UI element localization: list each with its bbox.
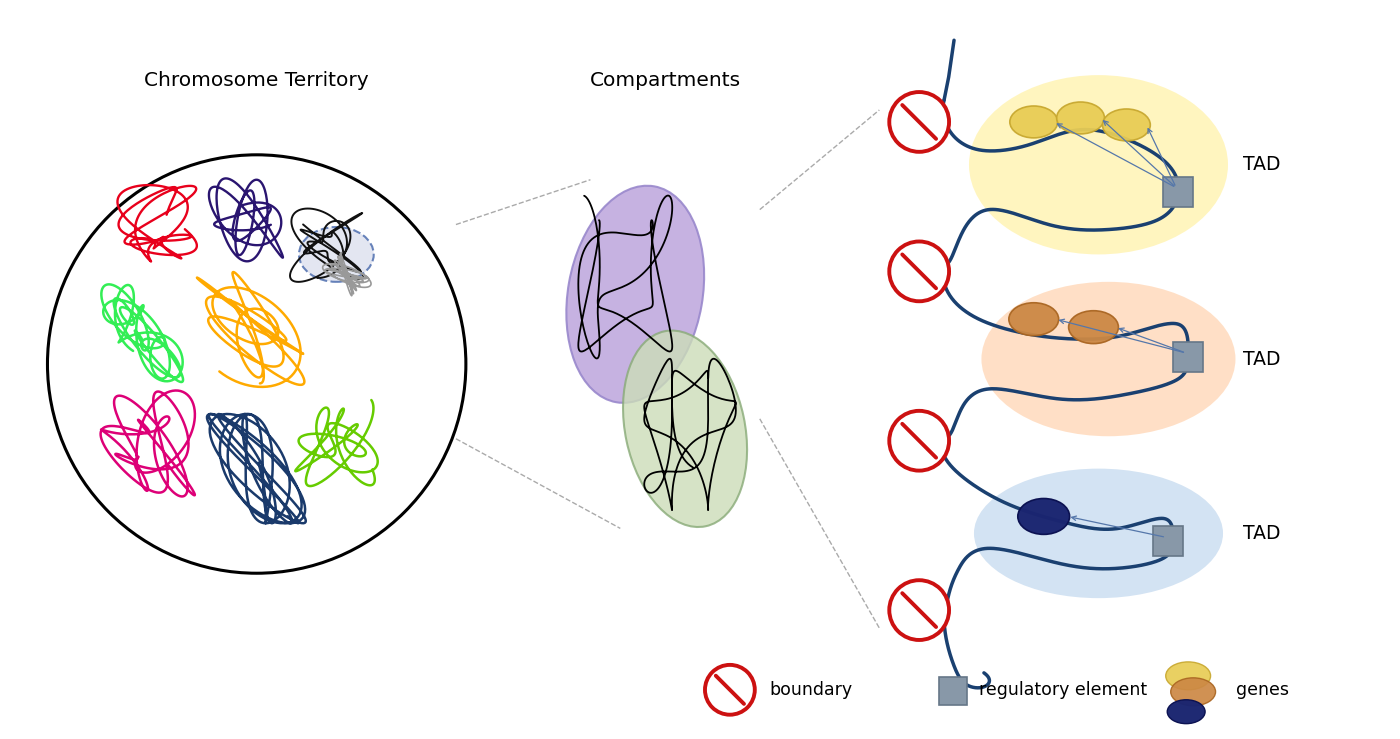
Ellipse shape — [300, 227, 374, 282]
Circle shape — [706, 665, 755, 715]
Ellipse shape — [1009, 303, 1058, 336]
Text: TAD: TAD — [1243, 524, 1281, 543]
Text: regulatory element: regulatory element — [979, 681, 1147, 699]
FancyBboxPatch shape — [1154, 526, 1183, 556]
FancyBboxPatch shape — [1163, 177, 1193, 207]
Text: TAD: TAD — [1243, 155, 1281, 174]
Ellipse shape — [974, 469, 1224, 598]
Ellipse shape — [623, 330, 748, 527]
Ellipse shape — [1009, 106, 1057, 138]
Ellipse shape — [969, 75, 1228, 254]
Ellipse shape — [1102, 109, 1151, 141]
Ellipse shape — [981, 282, 1235, 436]
FancyBboxPatch shape — [939, 677, 967, 705]
Circle shape — [889, 242, 949, 302]
Circle shape — [48, 154, 466, 573]
Ellipse shape — [1068, 310, 1119, 344]
Text: TAD: TAD — [1243, 350, 1281, 369]
Text: Compartments: Compartments — [589, 71, 741, 89]
Circle shape — [889, 92, 949, 151]
Ellipse shape — [567, 185, 704, 403]
Ellipse shape — [1018, 499, 1070, 534]
Text: boundary: boundary — [770, 681, 853, 699]
Text: Chromosome Territory: Chromosome Territory — [144, 71, 370, 89]
FancyBboxPatch shape — [1173, 342, 1203, 372]
Ellipse shape — [1168, 700, 1205, 723]
Circle shape — [889, 411, 949, 471]
Ellipse shape — [1166, 662, 1211, 689]
Text: genes: genes — [1236, 681, 1289, 699]
Ellipse shape — [1057, 102, 1105, 134]
Circle shape — [889, 580, 949, 640]
Ellipse shape — [1170, 678, 1215, 706]
